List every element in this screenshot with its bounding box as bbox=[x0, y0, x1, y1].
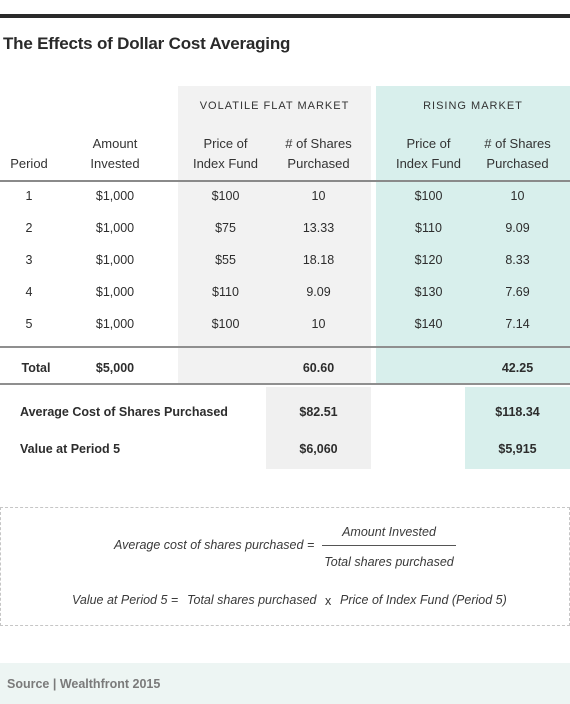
flat-shares-cell: 9.09 bbox=[306, 285, 331, 299]
flat-price-cell: $55 bbox=[215, 253, 236, 267]
amount-cell: $1,000 bbox=[95, 221, 135, 235]
source-credit: Source | Wealthfront 2015 bbox=[7, 677, 161, 691]
rise-price-cell: $120 bbox=[414, 253, 443, 267]
total-rise-shares: 42.25 bbox=[501, 361, 534, 375]
period-cell: 5 bbox=[25, 317, 33, 331]
total-label: Total bbox=[21, 361, 51, 375]
rise-shares-cell: 9.09 bbox=[505, 221, 530, 235]
average-cost-rise: $118.34 bbox=[495, 405, 540, 419]
multiply-sign: x bbox=[325, 594, 332, 608]
amount-cell: $1,000 bbox=[95, 189, 135, 203]
flat-shares-header-line1: # of Shares bbox=[285, 136, 352, 151]
rise-shares-cell: 7.69 bbox=[505, 285, 530, 299]
value-formula-term1: Total shares purchased bbox=[187, 593, 317, 607]
avg-formula-denominator: Total shares purchased bbox=[324, 555, 454, 569]
page-title: The Effects of Dollar Cost Averaging bbox=[3, 34, 291, 53]
amount-cell: $1,000 bbox=[95, 253, 135, 267]
rise-price-cell: $130 bbox=[414, 285, 443, 299]
flat-price-cell: $110 bbox=[212, 285, 239, 299]
period-header: Period bbox=[10, 156, 48, 171]
top-rule bbox=[0, 14, 570, 18]
rise-price-cell: $100 bbox=[414, 189, 443, 203]
rise-shares-header-line1: # of Shares bbox=[484, 136, 551, 151]
rising-market-heading: RISING MARKET bbox=[423, 100, 523, 112]
flat-shares-cell: 10 bbox=[311, 317, 326, 331]
total-flat-shares: 60.60 bbox=[302, 361, 335, 375]
rise-price-cell: $110 bbox=[415, 221, 442, 235]
rising-market-column-bg bbox=[376, 86, 570, 384]
header-divider bbox=[0, 180, 570, 182]
average-cost-label: Average Cost of Shares Purchased bbox=[20, 405, 228, 419]
rise-price-header-line1: Price of bbox=[406, 136, 451, 151]
flat-price-header-line2: Index Fund bbox=[192, 156, 259, 171]
flat-price-cell: $100 bbox=[211, 317, 240, 331]
rise-shares-cell: 7.14 bbox=[505, 317, 530, 331]
total-divider-bottom bbox=[0, 383, 570, 385]
amount-cell: $1,000 bbox=[95, 285, 135, 299]
avg-formula-numerator: Amount Invested bbox=[342, 525, 436, 539]
period-cell: 2 bbox=[25, 221, 33, 235]
value-period5-rise: $5,915 bbox=[498, 442, 537, 456]
flat-market-column-bg bbox=[178, 86, 371, 384]
total-amount: $5,000 bbox=[95, 361, 135, 375]
amount-cell: $1,000 bbox=[95, 317, 135, 331]
flat-market-heading: VOLATILE FLAT MARKET bbox=[199, 100, 350, 112]
avg-formula-lhs: Average cost of shares purchased = bbox=[114, 538, 315, 552]
flat-shares-cell: 10 bbox=[311, 189, 326, 203]
formula-box bbox=[0, 507, 570, 626]
source-bar bbox=[0, 663, 570, 704]
average-cost-flat: $82.51 bbox=[299, 405, 338, 419]
rise-shares-cell: 8.33 bbox=[505, 253, 530, 267]
value-formula-lhs: Value at Period 5 = bbox=[72, 593, 179, 607]
value-period5-flat: $6,060 bbox=[299, 442, 338, 456]
amount-header-line1: Amount bbox=[92, 136, 138, 151]
rise-shares-cell: 10 bbox=[510, 189, 525, 203]
rising-summary-bg bbox=[465, 387, 570, 469]
amount-header-line2: Invested bbox=[90, 156, 140, 171]
flat-price-cell: $75 bbox=[215, 221, 236, 235]
period-cell: 3 bbox=[25, 253, 33, 267]
fraction-bar bbox=[322, 545, 456, 546]
rise-price-header-line2: Index Fund bbox=[395, 156, 462, 171]
flat-shares-cell: 18.18 bbox=[302, 253, 335, 267]
flat-shares-header-line2: Purchased bbox=[287, 156, 350, 171]
flat-shares-cell: 13.33 bbox=[302, 221, 335, 235]
period-cell: 4 bbox=[25, 285, 33, 299]
value-formula-term2: Price of Index Fund (Period 5) bbox=[340, 593, 507, 607]
period-cell: 1 bbox=[25, 189, 33, 203]
flat-price-cell: $100 bbox=[211, 189, 240, 203]
flat-summary-bg bbox=[266, 387, 371, 469]
total-divider-top bbox=[0, 346, 570, 348]
flat-price-header-line1: Price of bbox=[203, 136, 248, 151]
rise-price-cell: $140 bbox=[414, 317, 443, 331]
rise-shares-header-line2: Purchased bbox=[486, 156, 549, 171]
value-period5-label: Value at Period 5 bbox=[20, 442, 121, 456]
